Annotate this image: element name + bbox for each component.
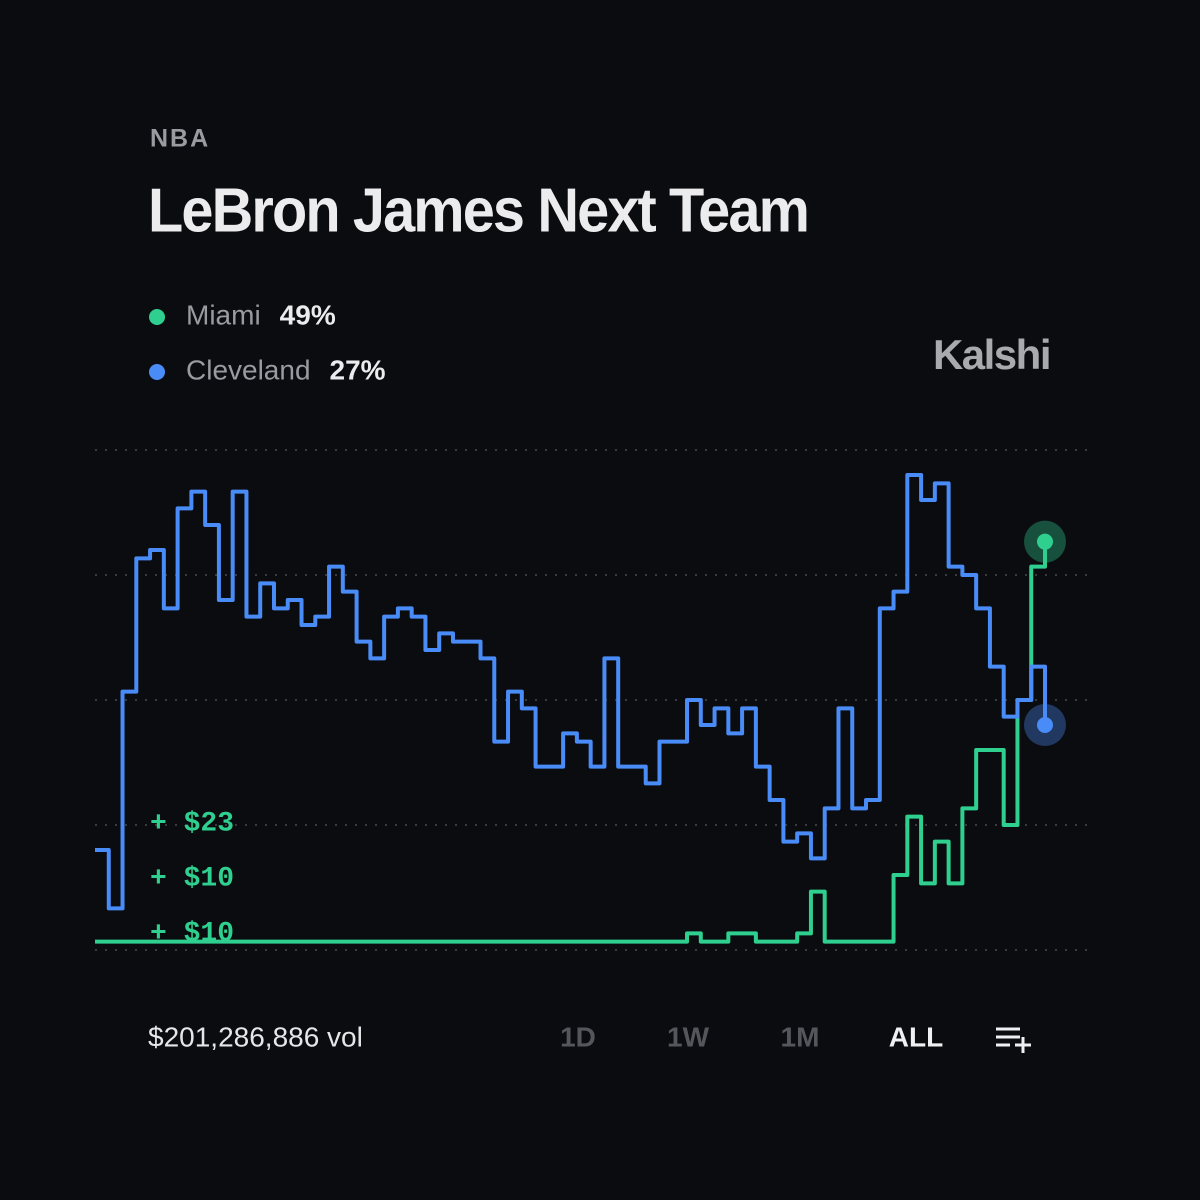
legend-dot — [149, 364, 165, 380]
end-dot — [1037, 717, 1053, 733]
range-button[interactable]: 1M — [781, 1021, 820, 1052]
series-line — [95, 473, 1047, 911]
range-button[interactable]: 1W — [667, 1021, 710, 1052]
volume: $201,286,886 vol — [148, 1021, 363, 1052]
end-dot — [1037, 533, 1053, 550]
legend-value: 49% — [280, 299, 336, 330]
chart-title: LeBron James Next Team — [148, 176, 808, 245]
range-button[interactable]: 1D — [560, 1021, 596, 1052]
trade-label: + $10 — [150, 918, 234, 949]
legend-name: Cleveland — [186, 354, 311, 385]
brand: Kalshi — [933, 331, 1050, 378]
trade-label: + $23 — [150, 808, 234, 839]
legend-dot — [149, 309, 165, 325]
range-button[interactable]: ALL — [889, 1021, 943, 1052]
trade-label: + $10 — [150, 863, 234, 894]
series-line — [95, 541, 1047, 944]
add-icon[interactable] — [996, 1027, 1031, 1053]
legend-name: Miami — [186, 299, 261, 330]
category: NBA — [150, 125, 210, 153]
legend-value: 27% — [330, 354, 386, 385]
